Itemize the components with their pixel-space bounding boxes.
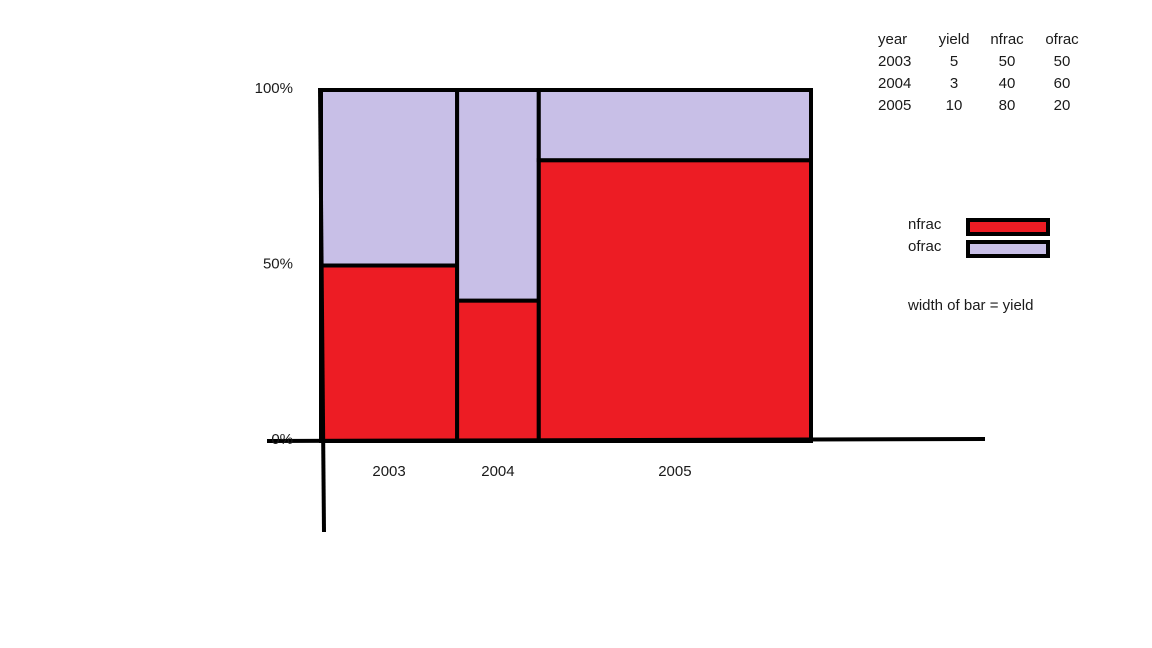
- table-header-nfrac: nfrac: [990, 31, 1024, 48]
- table-cell: 50: [998, 53, 1016, 70]
- table-cell: 2004: [878, 75, 912, 92]
- x-axis: [266, 437, 986, 443]
- bar-ofrac-2004: [455, 88, 541, 303]
- y-tick-label: 0%: [271, 431, 293, 448]
- x-tick-label: 2004: [481, 463, 514, 480]
- bar-ofrac-2003: [319, 88, 460, 268]
- bar-ofrac-2005: [536, 88, 813, 163]
- legend-label: ofrac: [908, 238, 942, 255]
- table-cell: 3: [949, 75, 959, 92]
- x-tick-label: 2005: [658, 463, 691, 480]
- x-tick-label: 2003: [372, 463, 405, 480]
- table-cell: 2003: [878, 53, 912, 70]
- y-tick-label: 50%: [263, 256, 293, 273]
- table-header-yield: yield: [938, 31, 970, 48]
- table-row: 2003 5 50 50: [878, 52, 1088, 74]
- chart-note: width of bar = yield: [908, 297, 1034, 314]
- table-cell: 40: [998, 75, 1016, 92]
- table-cell: 80: [998, 97, 1016, 114]
- table-header-ofrac: ofrac: [1045, 31, 1079, 48]
- data-table: year yield nfrac ofrac 2003 5 50 50 2004…: [878, 30, 1088, 118]
- table-cell: 5: [949, 53, 959, 70]
- legend-swatch-nfrac: [966, 218, 1050, 236]
- table-cell: 60: [1053, 75, 1071, 92]
- y-axis: [318, 87, 326, 533]
- bar-nfrac-2004: [455, 298, 541, 443]
- legend-label: nfrac: [908, 216, 942, 233]
- table-header-row: year yield nfrac ofrac: [878, 30, 1088, 52]
- table-row: 2005 10 80 20: [878, 96, 1088, 118]
- y-tick-label: 100%: [255, 80, 293, 97]
- table-row: 2004 3 40 60: [878, 74, 1088, 96]
- table-cell: 50: [1053, 53, 1071, 70]
- bar-nfrac-2003: [319, 263, 460, 443]
- table-cell: 20: [1053, 97, 1071, 114]
- table-header-year: year: [878, 31, 908, 48]
- bar-nfrac-2005: [536, 158, 813, 443]
- legend-swatch-ofrac: [966, 240, 1050, 258]
- table-cell: 10: [945, 97, 963, 114]
- table-cell: 2005: [878, 97, 912, 114]
